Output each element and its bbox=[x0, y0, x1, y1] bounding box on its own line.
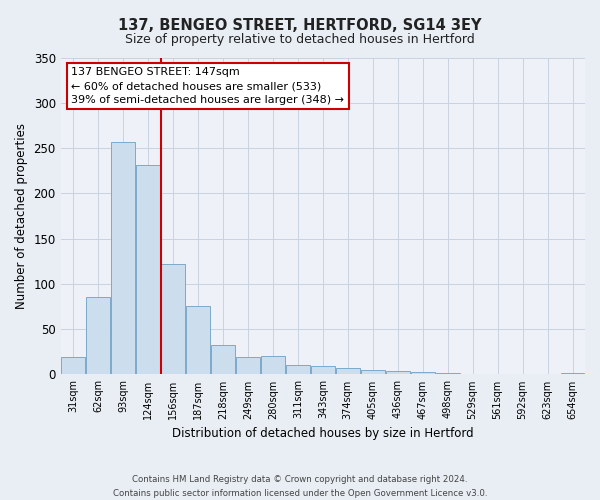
Bar bbox=[386, 371, 410, 374]
Bar bbox=[286, 366, 310, 374]
Bar bbox=[136, 166, 160, 374]
Text: Contains HM Land Registry data © Crown copyright and database right 2024.
Contai: Contains HM Land Registry data © Crown c… bbox=[113, 476, 487, 498]
Bar bbox=[161, 264, 185, 374]
Bar bbox=[560, 372, 584, 374]
Text: 137, BENGEO STREET, HERTFORD, SG14 3EY: 137, BENGEO STREET, HERTFORD, SG14 3EY bbox=[118, 18, 482, 32]
Bar bbox=[86, 296, 110, 374]
Bar bbox=[436, 372, 460, 374]
Bar bbox=[411, 372, 434, 374]
Bar bbox=[261, 356, 285, 374]
Text: 137 BENGEO STREET: 147sqm
← 60% of detached houses are smaller (533)
39% of semi: 137 BENGEO STREET: 147sqm ← 60% of detac… bbox=[71, 67, 344, 105]
Bar bbox=[186, 306, 210, 374]
Text: Size of property relative to detached houses in Hertford: Size of property relative to detached ho… bbox=[125, 32, 475, 46]
Bar bbox=[61, 357, 85, 374]
Bar bbox=[211, 344, 235, 374]
Bar bbox=[361, 370, 385, 374]
Y-axis label: Number of detached properties: Number of detached properties bbox=[15, 123, 28, 309]
Bar bbox=[336, 368, 359, 374]
Bar bbox=[111, 142, 135, 374]
X-axis label: Distribution of detached houses by size in Hertford: Distribution of detached houses by size … bbox=[172, 427, 473, 440]
Bar bbox=[236, 357, 260, 374]
Bar bbox=[311, 366, 335, 374]
